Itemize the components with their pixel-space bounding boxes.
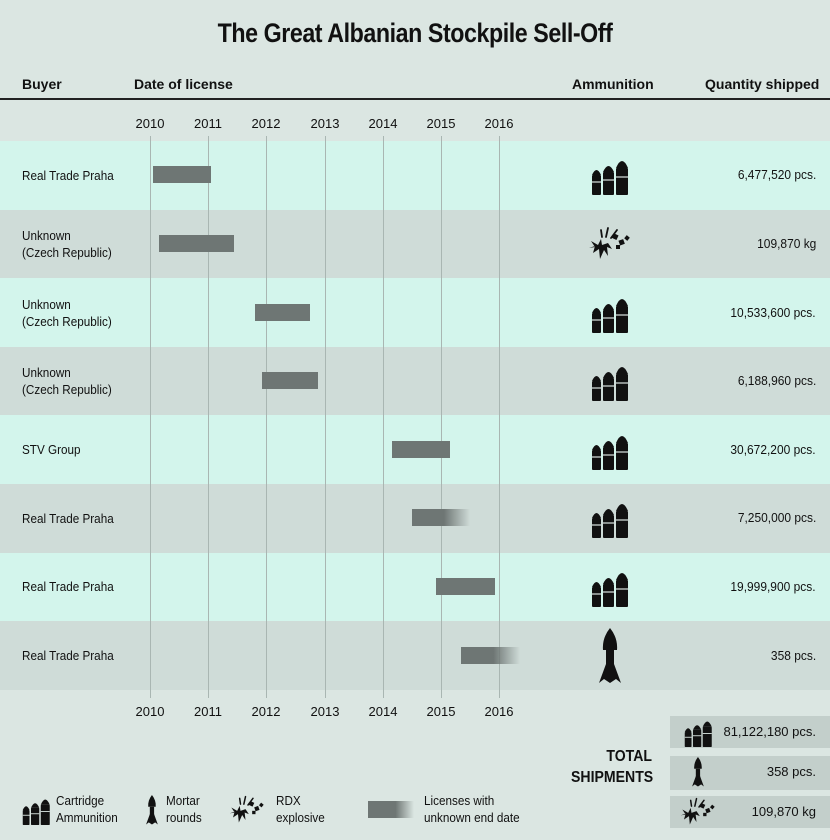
row-background: [0, 552, 830, 622]
header-ammunition: Ammunition: [572, 76, 654, 92]
cartridge-icon: [592, 298, 628, 333]
rdx-explosive-icon: [680, 797, 715, 825]
total-value: 358 pcs.: [766, 764, 816, 779]
gridline: [441, 136, 442, 698]
buyer-label: Unknown (Czech Republic): [22, 227, 112, 260]
x-tick-label-bottom: 2016: [484, 704, 514, 719]
x-tick-label-top: 2016: [484, 116, 514, 131]
total-row: 358 pcs.: [670, 756, 830, 790]
gridline: [325, 136, 326, 698]
buyer-label: Real Trade Praha: [22, 167, 114, 183]
x-tick-label-top: 2010: [135, 116, 165, 131]
cartridge-icon: [592, 367, 628, 402]
row-background: [0, 346, 830, 416]
license-bar: [158, 234, 235, 252]
header-quantity-shipped: Quantity shipped: [705, 76, 820, 92]
row-background: [0, 141, 830, 210]
license-bar: [152, 166, 212, 184]
x-tick-label-bottom: 2011: [194, 704, 222, 719]
x-tick-label-bottom: 2012: [251, 704, 281, 719]
buyer-label: STV Group: [22, 442, 81, 458]
cartridge-icon: [22, 799, 50, 825]
buyer-label: Real Trade Praha: [22, 648, 114, 663]
license-bar: [436, 577, 495, 595]
header-divider: [0, 98, 830, 100]
rdx-explosive-icon: [589, 226, 630, 259]
legend-label: Licenses with unknown end date: [424, 793, 520, 825]
cartridge-icon: [592, 161, 628, 196]
license-bar: [461, 646, 520, 664]
buyer-label: Unknown (Czech Republic): [22, 296, 112, 329]
mortar-round-icon: [146, 795, 158, 825]
quantity-shipped-value: 30,672,200 pcs.: [730, 441, 816, 457]
license-bar: [254, 303, 311, 321]
total-row: 81,122,180 pcs.: [670, 716, 830, 748]
x-tick-label-bottom: 2014: [368, 704, 398, 719]
x-tick-label-top: 2012: [251, 116, 281, 131]
header-date-of-license: Date of license: [134, 76, 233, 92]
license-bar: [261, 372, 318, 390]
gridline: [150, 136, 151, 698]
buyer-label: Unknown (Czech Republic): [22, 365, 112, 398]
license-bar: [391, 440, 450, 458]
legend-label: RDX explosive: [276, 793, 325, 825]
quantity-shipped-value: 358 pcs.: [770, 647, 816, 663]
cartridge-icon: [592, 572, 628, 607]
total-row: 109,870 kg: [670, 796, 830, 828]
gridline: [208, 136, 209, 698]
x-tick-label-top: 2015: [426, 116, 456, 131]
quantity-shipped-value: 7,250,000 pcs.: [737, 510, 816, 526]
buyer-label: Real Trade Praha: [22, 510, 114, 526]
x-tick-label-bottom: 2015: [426, 704, 456, 719]
row-background: [0, 621, 830, 690]
chart-title: The Great Albanian Stockpile Sell-Off: [217, 18, 613, 48]
quantity-shipped-value: 6,188,960 pcs.: [737, 373, 816, 389]
row-background: [0, 209, 830, 279]
x-tick-label-bottom: 2010: [135, 704, 165, 719]
rdx-explosive-icon: [229, 795, 264, 823]
cartridge-icon: [592, 435, 628, 470]
quantity-shipped-value: 109,870 kg: [756, 235, 816, 251]
x-tick-label-top: 2013: [310, 116, 340, 131]
gridline: [266, 136, 267, 698]
buyer-label: Real Trade Praha: [22, 579, 114, 595]
row-background: [0, 278, 830, 347]
total-shipments-label: TOTAL SHIPMENTS: [571, 748, 654, 786]
mortar-round-icon: [599, 627, 621, 683]
quantity-shipped-value: 6,477,520 pcs.: [737, 167, 816, 183]
x-tick-label-top: 2011: [194, 116, 222, 131]
mortar-round-icon: [692, 757, 704, 787]
quantity-shipped-value: 10,533,600 pcs.: [730, 304, 816, 320]
x-tick-label-top: 2014: [368, 116, 398, 131]
quantity-shipped-value: 19,999,900 pcs.: [730, 578, 816, 594]
legend-label: Cartridge Ammunition: [56, 793, 118, 825]
license-bar-icon: [368, 801, 414, 818]
gridline: [383, 136, 384, 698]
header-buyer: Buyer: [22, 76, 62, 92]
legend-label: Mortar rounds: [166, 793, 202, 825]
total-value: 109,870 kg: [751, 804, 816, 819]
gridline: [499, 136, 500, 698]
license-bar: [411, 509, 471, 527]
total-value: 81,122,180 pcs.: [723, 724, 816, 739]
x-tick-label-bottom: 2013: [310, 704, 340, 719]
cartridge-icon: [592, 504, 628, 539]
cartridge-icon: [684, 721, 712, 747]
